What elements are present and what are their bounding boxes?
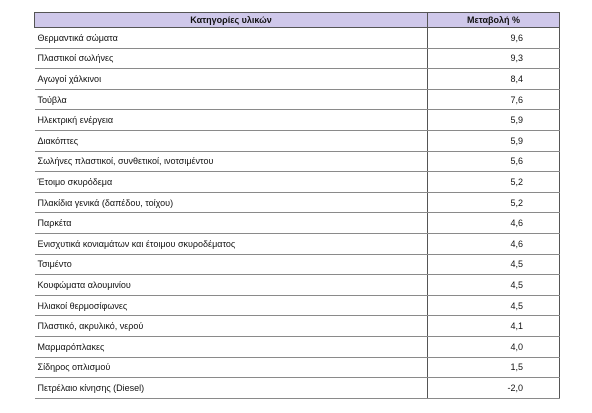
category-cell: Σίδηρος οπλισμού — [34, 357, 428, 379]
table-row: Θερμαντικά σώματα 9,6 — [34, 27, 560, 49]
change-cell: 4,6 — [427, 212, 560, 234]
category-cell: Πλαστικοί σωλήνες — [34, 48, 428, 70]
category-cell: Παρκέτα — [34, 212, 428, 234]
header-row: Κατηγορίες υλικών Μεταβολή % — [34, 12, 560, 28]
change-cell: 4,5 — [427, 254, 560, 276]
category-cell: Ηλεκτρική ενέργεια — [34, 109, 428, 131]
change-cell: 8,4 — [427, 68, 560, 90]
header-cell: Κατηγορίες υλικών — [34, 12, 428, 28]
change-cell: 4,0 — [427, 336, 560, 358]
category-cell: Κουφώματα αλουμινίου — [34, 274, 428, 296]
category-cell: Πετρέλαιο κίνησης (Diesel) — [34, 377, 428, 399]
category-cell: Διακόπτες — [34, 130, 428, 152]
change-cell: 9,6 — [427, 27, 560, 49]
change-cell: 4,5 — [427, 274, 560, 296]
change-cell: 5,2 — [427, 192, 560, 214]
change-cell: -2,0 — [427, 377, 560, 399]
table-row: Παρκέτα 4,6 — [34, 212, 560, 234]
change-cell: 4,1 — [427, 315, 560, 337]
category-cell: Πλαστικό, ακρυλικό, νερού — [34, 315, 428, 337]
table-row: Σωλήνες πλαστικοί, συνθετικοί, ινοτσιμέν… — [34, 151, 560, 173]
materials-table: Κατηγορίες υλικών Μεταβολή % Θερμαντικά … — [34, 12, 560, 399]
change-cell: 5,2 — [427, 171, 560, 193]
change-cell: 5,9 — [427, 109, 560, 131]
table-row: Ηλιακοί θερμοσίφωνες 4,5 — [34, 295, 560, 317]
change-cell: 5,9 — [427, 130, 560, 152]
category-cell: Θερμαντικά σώματα — [34, 27, 428, 49]
table-row: Ηλεκτρική ενέργεια 5,9 — [34, 109, 560, 131]
table-row: Πλακίδια γενικά (δαπέδου, τοίχου) 5,2 — [34, 192, 560, 214]
category-cell: Έτοιμο σκυρόδεμα — [34, 171, 428, 193]
category-cell: Ηλιακοί θερμοσίφωνες — [34, 295, 428, 317]
change-cell: 1,5 — [427, 357, 560, 379]
table-row: Διακόπτες 5,9 — [34, 130, 560, 152]
category-cell: Μαρμαρόπλακες — [34, 336, 428, 358]
table-row: Τσιμέντο 4,5 — [34, 254, 560, 276]
category-cell: Σωλήνες πλαστικοί, συνθετικοί, ινοτσιμέν… — [34, 151, 428, 173]
category-cell: Τσιμέντο — [34, 254, 428, 276]
table-header: Κατηγορίες υλικών Μεταβολή % — [34, 12, 560, 28]
table-row: Πλαστικό, ακρυλικό, νερού 4,1 — [34, 315, 560, 337]
table-row: Πλαστικοί σωλήνες 9,3 — [34, 48, 560, 70]
header-cell: Μεταβολή % — [427, 12, 560, 28]
change-cell: 9,3 — [427, 48, 560, 70]
change-cell: 5,6 — [427, 151, 560, 173]
table-row: Ενισχυτικά κονιαμάτων και έτοιμου σκυροδ… — [34, 233, 560, 255]
category-cell: Αγωγοί χάλκινοι — [34, 68, 428, 90]
table-row: Σίδηρος οπλισμού 1,5 — [34, 357, 560, 379]
change-cell: 4,5 — [427, 295, 560, 317]
table-row: Έτοιμο σκυρόδεμα 5,2 — [34, 171, 560, 193]
category-cell: Πλακίδια γενικά (δαπέδου, τοίχου) — [34, 192, 428, 214]
change-cell: 4,6 — [427, 233, 560, 255]
table-row: Τούβλα 7,6 — [34, 89, 560, 111]
category-cell: Τούβλα — [34, 89, 428, 111]
table-row: Αγωγοί χάλκινοι 8,4 — [34, 68, 560, 90]
table-row: Κουφώματα αλουμινίου 4,5 — [34, 274, 560, 296]
table-body: Θερμαντικά σώματα 9,6 Πλαστικοί σωλήνες 9,3… — [34, 27, 560, 399]
category-cell: Ενισχυτικά κονιαμάτων και έτοιμου σκυροδ… — [34, 233, 428, 255]
table-row: Μαρμαρόπλακες 4,0 — [34, 336, 560, 358]
change-cell: 7,6 — [427, 89, 560, 111]
table-row: Πετρέλαιο κίνησης (Diesel) -2,0 — [34, 377, 560, 399]
